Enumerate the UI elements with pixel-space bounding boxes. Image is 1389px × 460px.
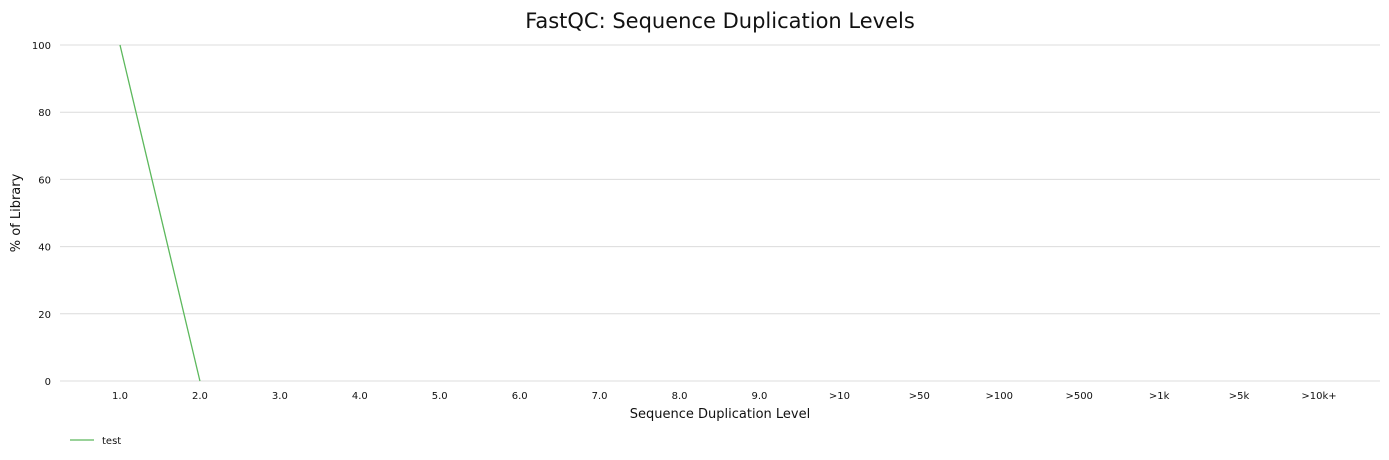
x-tick-label: >50 — [909, 391, 930, 402]
y-tick-label: 0 — [45, 377, 51, 388]
y-tick-label: 80 — [38, 108, 51, 119]
gridlines — [60, 44, 1380, 382]
x-tick-label: >100 — [986, 391, 1013, 402]
x-tick-label: >10 — [829, 391, 850, 402]
series-lines — [119, 44, 201, 382]
x-tick-label: >10k+ — [1301, 391, 1336, 402]
legend[interactable]: test — [70, 436, 121, 447]
x-tick-label: >1k — [1149, 391, 1170, 402]
y-axis-ticks: 0 20 40 60 80 100 — [32, 41, 51, 388]
legend-label: test — [102, 436, 121, 447]
x-tick-label: 5.0 — [432, 391, 448, 402]
x-tick-label: 8.0 — [672, 391, 688, 402]
x-tick-label: 2.0 — [192, 391, 208, 402]
x-tick-label: >500 — [1065, 391, 1092, 402]
x-tick-label: 7.0 — [592, 391, 608, 402]
x-tick-label: 3.0 — [272, 391, 288, 402]
y-tick-label: 40 — [38, 243, 51, 254]
x-axis-label: Sequence Duplication Level — [630, 407, 810, 422]
series-line-test — [119, 44, 201, 382]
y-axis-label: % of Library — [9, 173, 24, 252]
y-tick-label: 60 — [38, 175, 51, 186]
x-tick-label: 9.0 — [752, 391, 768, 402]
x-axis-ticks: 1.0 2.0 3.0 4.0 5.0 6.0 7.0 8.0 9.0 >10 >50 >100 >50… — [112, 391, 1337, 402]
chart-title: FastQC: Sequence Duplication Levels — [525, 9, 915, 33]
y-tick-label: 100 — [32, 41, 51, 52]
x-tick-label: 6.0 — [512, 391, 528, 402]
y-tick-label: 20 — [38, 310, 51, 321]
x-tick-label: 4.0 — [352, 391, 368, 402]
x-tick-label: >5k — [1229, 391, 1250, 402]
x-tick-label: 1.0 — [112, 391, 128, 402]
